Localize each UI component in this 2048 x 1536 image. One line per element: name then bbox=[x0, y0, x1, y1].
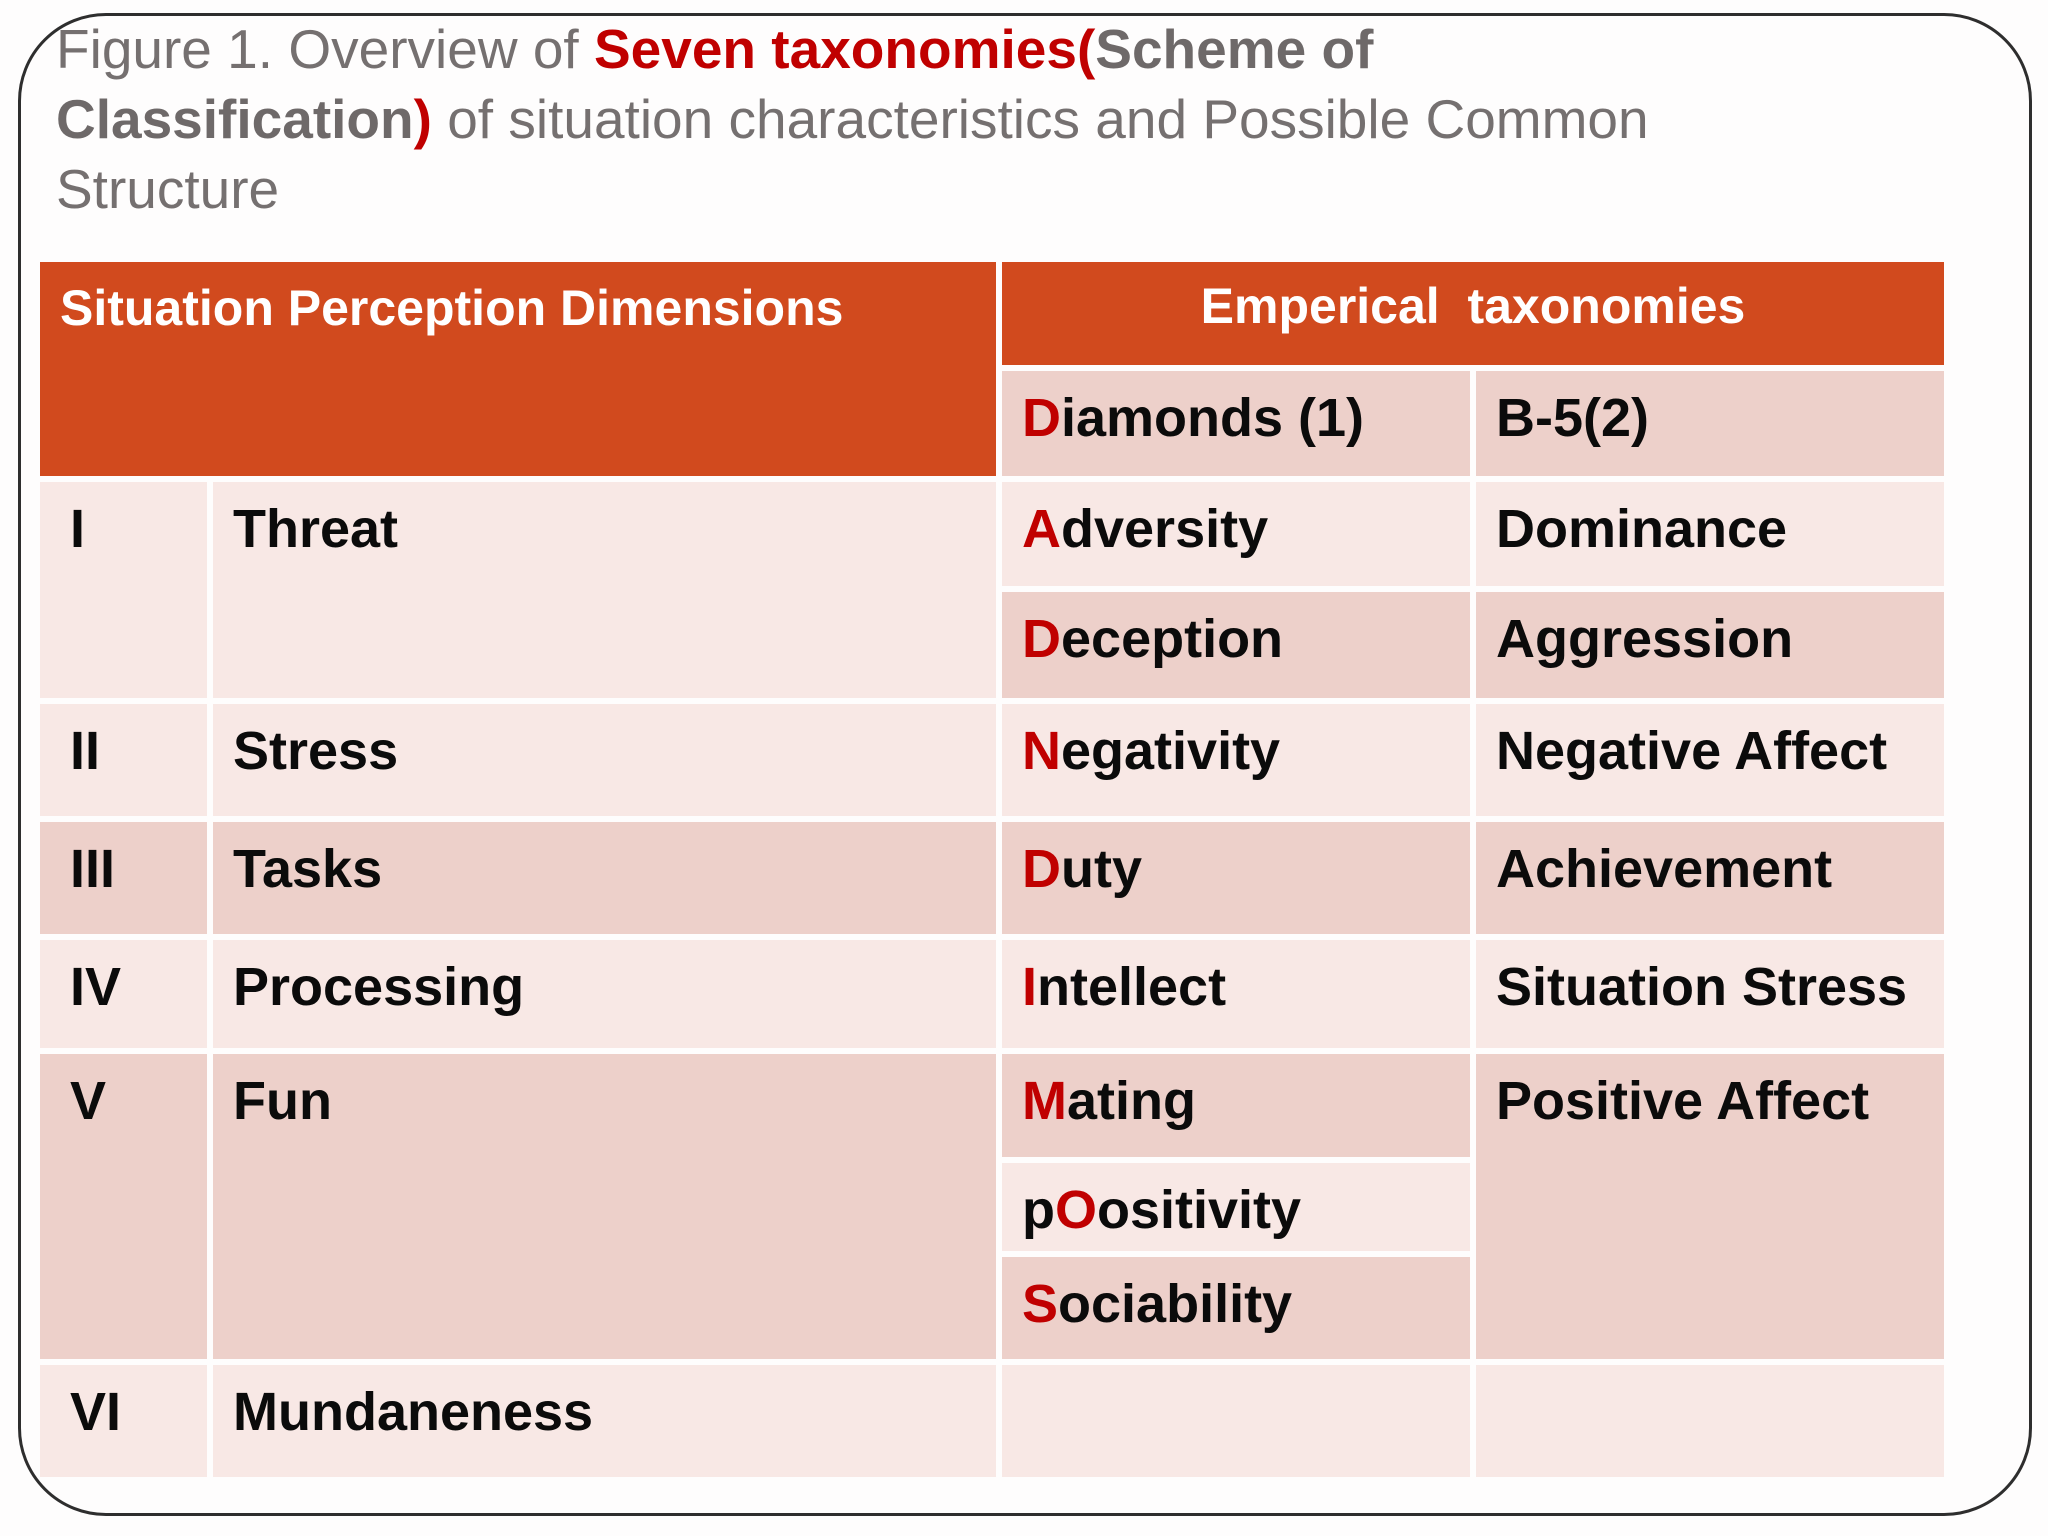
cell-positive-affect: Positive Affect bbox=[1476, 1054, 1944, 1359]
duty-rest: uty bbox=[1061, 839, 1142, 899]
cell-poositivity: pOositivity bbox=[1002, 1163, 1470, 1251]
sociability-lead: S bbox=[1022, 1274, 1059, 1334]
cell-adversity: Adversity bbox=[1002, 482, 1470, 586]
negativity-rest: egativity bbox=[1061, 721, 1281, 781]
cell-tasks: Tasks bbox=[213, 822, 996, 934]
cell-empty-b5-vi bbox=[1476, 1365, 1944, 1477]
poositivity-lead: O bbox=[1055, 1180, 1098, 1240]
poositivity-rest: ositivity bbox=[1097, 1180, 1302, 1240]
header-emperical-taxonomies: Emperical taxonomies bbox=[1002, 262, 1944, 365]
cell-empty-diamonds-vi bbox=[1002, 1365, 1470, 1477]
figure-title: Figure 1. Overview of Seven taxonomies(S… bbox=[56, 14, 1956, 224]
deception-rest: eception bbox=[1061, 609, 1284, 669]
header-situation-perception-dimensions: Situation Perception Dimensions bbox=[40, 262, 996, 476]
cell-situation-stress: Situation Stress bbox=[1476, 940, 1944, 1048]
title-segment-gray-bold: Classification bbox=[56, 88, 414, 150]
title-segment-gray-bold: Scheme of bbox=[1095, 18, 1374, 80]
duty-lead: D bbox=[1022, 839, 1061, 899]
cell-fun: Fun bbox=[213, 1054, 996, 1359]
intellect-rest: ntellect bbox=[1037, 957, 1227, 1017]
cell-stress: Stress bbox=[213, 704, 996, 816]
cell-mundaneness: Mundaneness bbox=[213, 1365, 996, 1477]
cell-duty: Duty bbox=[1002, 822, 1470, 934]
mating-rest: ating bbox=[1066, 1071, 1196, 1131]
subheader-diamonds-rest: iamonds (1) bbox=[1061, 388, 1365, 448]
row-iii-numeral: III bbox=[40, 822, 207, 934]
intellect-lead: I bbox=[1022, 957, 1038, 1017]
row-iv-numeral: IV bbox=[40, 940, 207, 1048]
cell-negativity: Negativity bbox=[1002, 704, 1470, 816]
row-ii-numeral: II bbox=[40, 704, 207, 816]
negativity-lead: N bbox=[1022, 721, 1061, 781]
adversity-rest: dversity bbox=[1061, 499, 1269, 559]
row-vi-numeral: VI bbox=[40, 1365, 207, 1477]
title-segment-normal: Structure bbox=[56, 158, 280, 220]
cell-deception: Deception bbox=[1002, 592, 1470, 698]
deception-lead: D bbox=[1022, 609, 1061, 669]
title-segment-normal: of situation characteristics and Possibl… bbox=[431, 88, 1649, 150]
title-segment-red: Seven taxonomies( bbox=[593, 18, 1096, 80]
subheader-diamonds: Diamonds (1) bbox=[1002, 371, 1470, 476]
subheader-b5: B-5(2) bbox=[1476, 371, 1944, 476]
taxonomies-table: Situation Perception Dimensions Emperica… bbox=[40, 262, 1944, 1477]
cell-aggression: Aggression bbox=[1476, 592, 1944, 698]
row-v-numeral: V bbox=[40, 1054, 207, 1359]
subheader-diamonds-lead: D bbox=[1022, 388, 1061, 448]
mating-lead: M bbox=[1022, 1071, 1067, 1131]
cell-dominance: Dominance bbox=[1476, 482, 1944, 586]
adversity-lead: A bbox=[1022, 499, 1061, 559]
title-segment-normal: Figure 1. Overview of bbox=[56, 18, 594, 80]
cell-sociability: Sociability bbox=[1002, 1257, 1470, 1359]
cell-negative-affect: Negative Affect bbox=[1476, 704, 1944, 816]
title-segment-red: ) bbox=[413, 88, 432, 150]
cell-processing: Processing bbox=[213, 940, 996, 1048]
cell-intellect: Intellect bbox=[1002, 940, 1470, 1048]
row-i-numeral: I bbox=[40, 482, 207, 698]
cell-achievement: Achievement bbox=[1476, 822, 1944, 934]
cell-mating: Mating bbox=[1002, 1054, 1470, 1157]
sociability-rest: ociability bbox=[1058, 1274, 1293, 1334]
cell-threat: Threat bbox=[213, 482, 996, 698]
poositivity-pre: p bbox=[1022, 1180, 1055, 1240]
